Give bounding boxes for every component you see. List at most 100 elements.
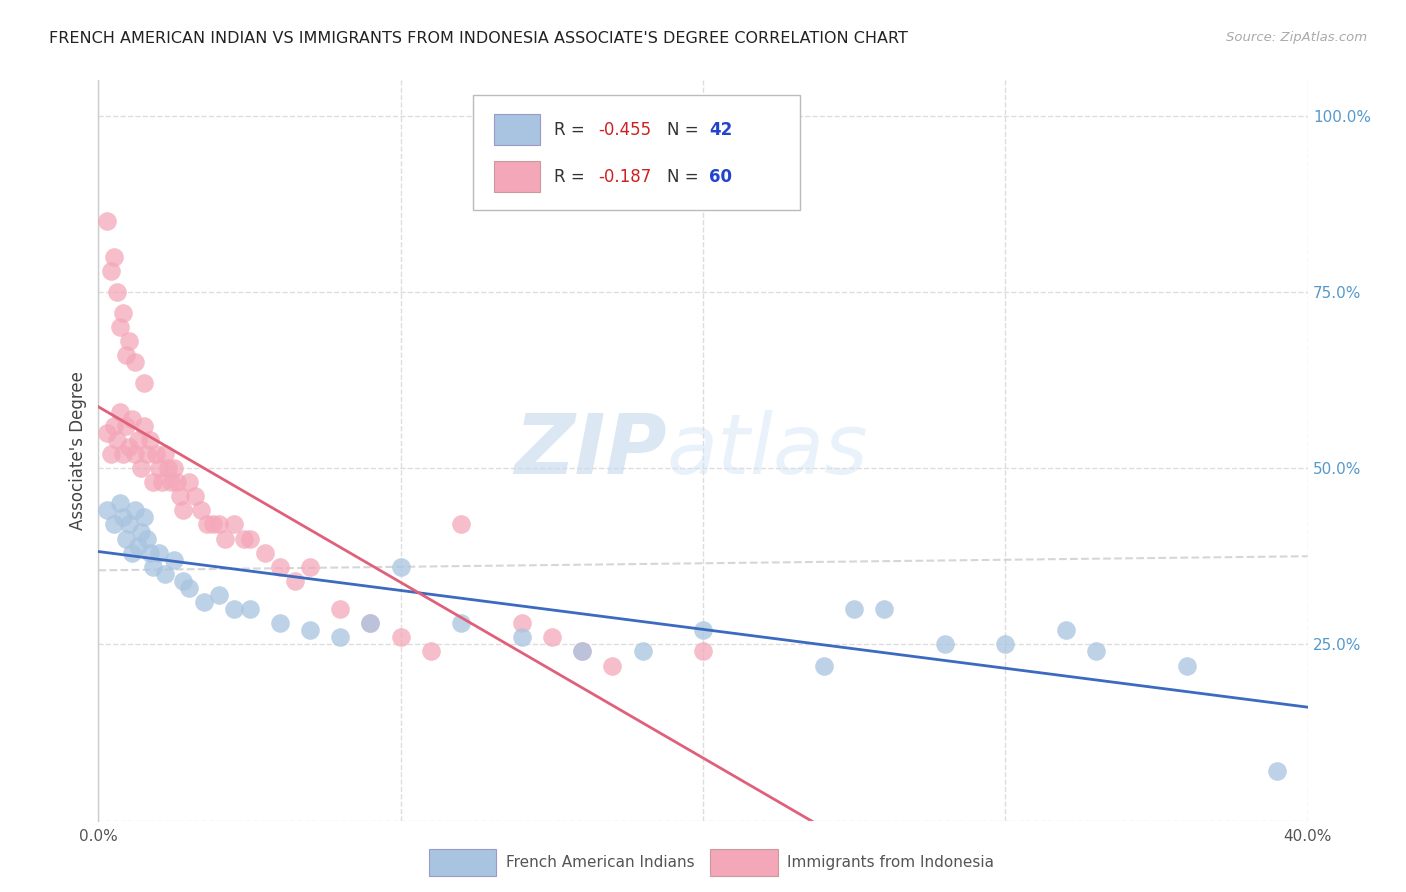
Point — [127, 433, 149, 447]
Point — [148, 546, 170, 560]
Point — [114, 348, 136, 362]
Point — [145, 447, 167, 461]
Point — [103, 517, 125, 532]
Point — [269, 559, 291, 574]
Point — [166, 475, 188, 490]
Point — [114, 532, 136, 546]
Point — [135, 447, 157, 461]
Point — [142, 559, 165, 574]
Point — [510, 616, 533, 631]
Point — [127, 539, 149, 553]
Point — [132, 418, 155, 433]
Point — [100, 447, 122, 461]
Point — [602, 658, 624, 673]
Y-axis label: Associate's Degree: Associate's Degree — [69, 371, 87, 530]
Point — [163, 553, 186, 567]
Point — [129, 524, 152, 539]
Text: FRENCH AMERICAN INDIAN VS IMMIGRANTS FROM INDONESIA ASSOCIATE'S DEGREE CORRELATI: FRENCH AMERICAN INDIAN VS IMMIGRANTS FRO… — [49, 31, 908, 46]
Point — [111, 510, 134, 524]
Text: ZIP: ZIP — [515, 410, 666, 491]
Point — [121, 411, 143, 425]
Text: N =: N = — [666, 121, 703, 139]
Point — [202, 517, 225, 532]
Point — [269, 616, 291, 631]
Point — [105, 433, 128, 447]
Point — [114, 418, 136, 433]
Point — [139, 546, 162, 560]
Point — [813, 658, 835, 673]
Point — [100, 263, 122, 277]
Point — [96, 214, 118, 228]
Point — [389, 630, 412, 644]
Point — [224, 602, 246, 616]
Point — [193, 595, 215, 609]
Point — [844, 602, 866, 616]
Point — [153, 447, 176, 461]
Text: French American Indians: French American Indians — [506, 855, 695, 870]
Point — [118, 334, 141, 348]
Point — [103, 418, 125, 433]
Point — [153, 566, 176, 581]
Point — [118, 440, 141, 454]
Point — [195, 517, 218, 532]
Text: -0.455: -0.455 — [598, 121, 651, 139]
Point — [994, 637, 1017, 651]
Text: atlas: atlas — [666, 410, 869, 491]
Point — [540, 630, 562, 644]
Point — [232, 532, 254, 546]
Point — [124, 355, 146, 369]
Point — [172, 503, 194, 517]
Text: N =: N = — [666, 168, 703, 186]
Point — [105, 285, 128, 299]
Point — [184, 489, 207, 503]
Point — [135, 532, 157, 546]
Point — [208, 588, 231, 602]
Point — [160, 475, 183, 490]
Point — [103, 250, 125, 264]
Point — [239, 602, 262, 616]
Point — [873, 602, 896, 616]
Point — [108, 320, 131, 334]
Point — [450, 517, 472, 532]
Point — [934, 637, 956, 651]
Point — [142, 475, 165, 490]
Point — [1267, 764, 1289, 779]
Point — [631, 644, 654, 658]
Point — [121, 546, 143, 560]
FancyBboxPatch shape — [494, 161, 540, 192]
Point — [1054, 624, 1077, 638]
Point — [150, 475, 173, 490]
Point — [224, 517, 246, 532]
Point — [571, 644, 593, 658]
Point — [108, 405, 131, 419]
Point — [148, 461, 170, 475]
Point — [169, 489, 191, 503]
Text: Immigrants from Indonesia: Immigrants from Indonesia — [787, 855, 994, 870]
Point — [239, 532, 262, 546]
Point — [111, 447, 134, 461]
Point — [299, 559, 322, 574]
Point — [208, 517, 231, 532]
Point — [190, 503, 212, 517]
Point — [132, 376, 155, 391]
Point — [420, 644, 443, 658]
Point — [96, 503, 118, 517]
FancyBboxPatch shape — [474, 95, 800, 210]
Point — [156, 461, 179, 475]
Point — [299, 624, 322, 638]
Point — [96, 425, 118, 440]
Point — [329, 602, 352, 616]
Point — [179, 581, 201, 595]
Point — [450, 616, 472, 631]
Text: R =: R = — [554, 168, 596, 186]
Text: R =: R = — [554, 121, 591, 139]
Point — [124, 503, 146, 517]
Point — [692, 624, 714, 638]
Point — [118, 517, 141, 532]
Point — [132, 510, 155, 524]
Point — [389, 559, 412, 574]
Point — [329, 630, 352, 644]
Point — [360, 616, 382, 631]
Point — [179, 475, 201, 490]
Point — [172, 574, 194, 588]
